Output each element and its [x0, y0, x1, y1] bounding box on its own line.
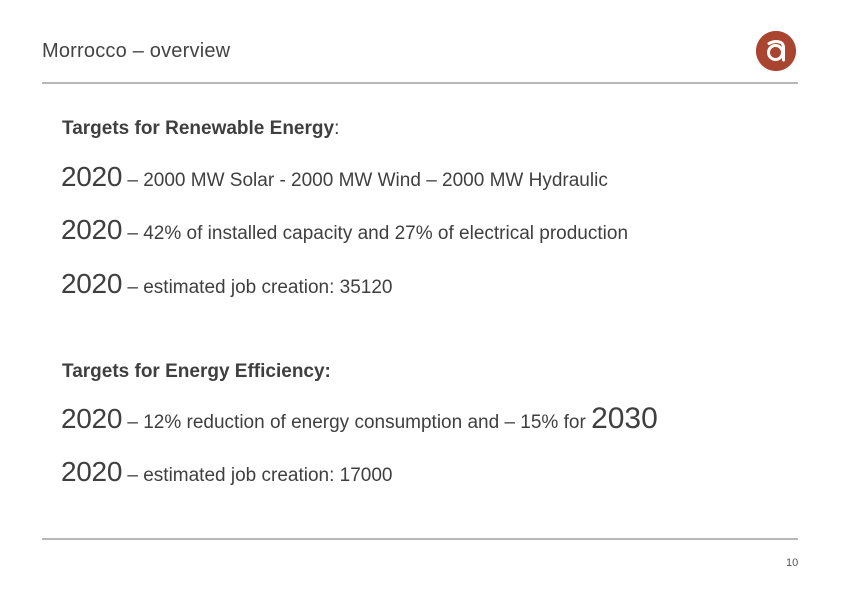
efficiency-target-1: 2020 – 12% reduction of energy consumpti…: [61, 402, 658, 436]
target-year: 2020: [61, 403, 123, 434]
target-text: – estimated job creation: 17000: [122, 465, 393, 486]
target-text: – 12% reduction of energy consumption an…: [122, 412, 592, 433]
efficiency-target-2: 2020 – estimated job creation: 17000: [61, 456, 393, 488]
logo-a-glyph-icon: [756, 31, 796, 71]
renewable-heading: Targets for Renewable Energy:: [62, 118, 339, 140]
target-text: – estimated job creation: 35120: [122, 277, 393, 298]
renewable-target-1: 2020 – 2000 MW Solar - 2000 MW Wind – 20…: [61, 161, 608, 193]
target-year-end: 2030: [591, 402, 658, 435]
renewable-target-2: 2020 – 42% of installed capacity and 27%…: [61, 214, 628, 246]
brand-logo-icon: [756, 31, 796, 71]
footer-divider: [42, 538, 798, 540]
target-year: 2020: [61, 456, 123, 487]
header-divider: [42, 82, 798, 84]
renewable-target-3: 2020 – estimated job creation: 35120: [61, 268, 393, 300]
target-year: 2020: [61, 161, 123, 192]
page-number: 10: [786, 557, 799, 569]
target-year: 2020: [61, 268, 123, 299]
page-title: Morrocco – overview: [42, 40, 231, 62]
target-text: – 2000 MW Solar - 2000 MW Wind – 2000 MW…: [122, 170, 608, 191]
efficiency-heading: Targets for Energy Efficiency:: [62, 361, 331, 382]
renewable-heading-suffix: :: [334, 118, 340, 139]
renewable-heading-text: Targets for Renewable Energy: [62, 118, 335, 139]
target-year: 2020: [61, 214, 123, 245]
target-text: – 42% of installed capacity and 27% of e…: [122, 223, 629, 244]
